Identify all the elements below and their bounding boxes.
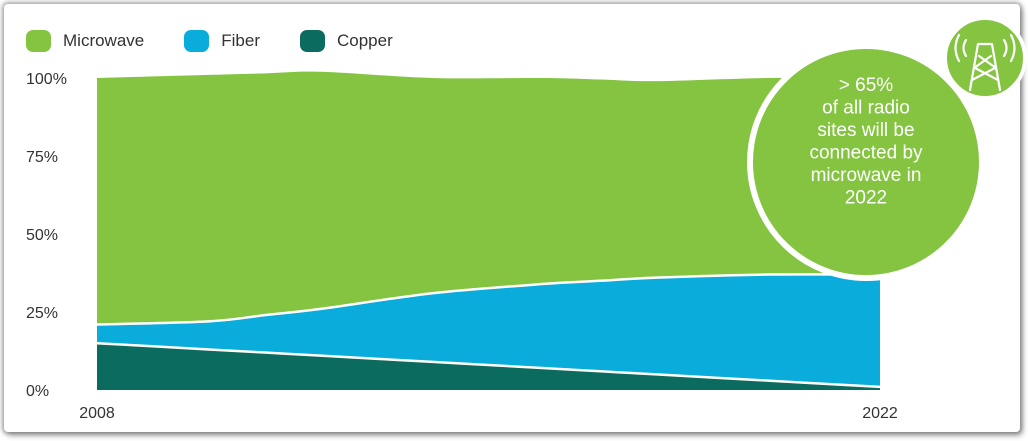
annotation-text-line: microwave in — [811, 165, 922, 186]
legend-swatch-copper — [299, 30, 325, 52]
area-microwave — [97, 71, 880, 325]
chart-legend: Microwave Fiber Copper — [26, 30, 433, 52]
annotation-text-line: of all radio — [822, 98, 910, 119]
radio-tower-icon — [943, 16, 1027, 100]
annotation-text-line: connected by — [809, 143, 923, 164]
legend-item-copper: Copper — [299, 30, 393, 52]
annotation-text-line: > 65% — [839, 75, 894, 96]
y-tick-label: 0% — [26, 383, 49, 400]
y-tick-label: 50% — [26, 227, 58, 244]
legend-swatch-microwave — [26, 30, 51, 52]
legend-item-fiber: Fiber — [184, 30, 260, 52]
annotation-text-line: sites will be — [817, 120, 914, 141]
y-tick-label: 25% — [26, 305, 58, 322]
x-tick-label: 2022 — [862, 405, 898, 422]
legend-item-microwave: Microwave — [26, 30, 144, 52]
x-tick-label: 2008 — [79, 405, 115, 422]
y-tick-label: 100% — [26, 71, 67, 88]
area-boundary-line — [96, 273, 881, 326]
legend-label-fiber: Fiber — [221, 31, 260, 50]
annotation-text-line: 2022 — [845, 188, 887, 209]
legend-label-microwave: Microwave — [63, 31, 145, 50]
annotation-circle — [747, 43, 985, 281]
legend-swatch-fiber — [184, 30, 210, 52]
legend-label-copper: Copper — [336, 31, 393, 50]
area-fiber — [97, 274, 880, 387]
area-boundary-line — [96, 341, 881, 389]
y-tick-label: 75% — [26, 149, 58, 166]
